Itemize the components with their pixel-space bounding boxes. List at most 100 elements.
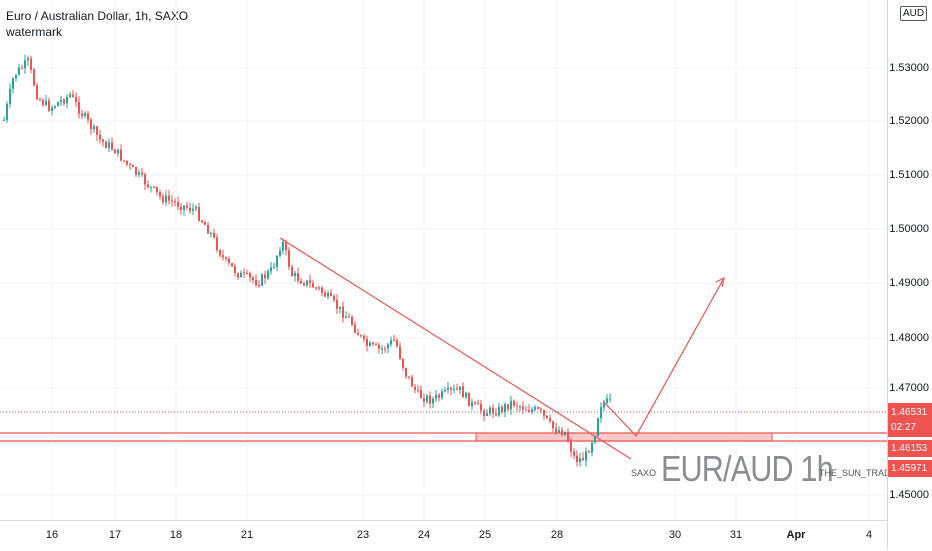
candle-body: [549, 418, 551, 422]
currency-badge[interactable]: AUD: [900, 6, 928, 21]
candle-body: [483, 410, 485, 416]
time-tick: 28: [550, 529, 564, 541]
candle-body: [225, 257, 227, 259]
candle-body: [228, 258, 230, 263]
price-tick: 1.45000: [889, 489, 929, 501]
candle-body: [120, 149, 122, 161]
candle-body: [264, 274, 266, 279]
candle-body: [507, 404, 509, 410]
candle-body: [603, 402, 605, 408]
candle-body: [186, 205, 188, 208]
candle-body: [165, 195, 167, 203]
indicator-label[interactable]: watermark: [6, 25, 63, 39]
candle-body: [195, 206, 197, 209]
candle-body: [156, 186, 158, 193]
candle-body: [552, 421, 554, 429]
price-chart[interactable]: [0, 0, 887, 520]
candle-body: [408, 376, 410, 378]
candle-body: [564, 431, 566, 436]
price-tag-upper: 1.46153: [888, 440, 932, 457]
candle-body: [609, 398, 611, 400]
candle-body: [99, 135, 101, 140]
candle-body: [291, 266, 293, 277]
candle-body: [255, 279, 257, 286]
candle-body: [258, 285, 260, 287]
candle-body: [207, 224, 209, 234]
candle-body: [129, 164, 131, 166]
candle-body: [297, 273, 299, 281]
candle-body: [318, 287, 320, 289]
candle-body: [66, 96, 68, 104]
candle-body: [327, 293, 329, 297]
candle-body: [492, 407, 494, 414]
price-axis[interactable]: 1.53000 1.52000 1.51000 1.50000 1.49000 …: [887, 0, 932, 550]
candle-body: [537, 407, 539, 409]
candle-body: [87, 113, 89, 120]
candle-body: [234, 266, 236, 274]
candle-body: [531, 409, 533, 412]
candle-body: [558, 430, 560, 433]
candle-body: [33, 69, 35, 86]
time-tick: 30: [668, 529, 682, 541]
candle-body: [342, 306, 344, 318]
candle-body: [471, 402, 473, 407]
candle-body: [384, 348, 386, 350]
candle-body: [606, 398, 608, 403]
candle-body: [114, 149, 116, 154]
candle-body: [555, 428, 557, 433]
candle-body: [189, 207, 191, 211]
candle-body: [354, 324, 356, 333]
candle-body: [585, 451, 587, 461]
candle-body: [42, 100, 44, 105]
candle-body: [135, 167, 137, 175]
candle-body: [12, 78, 14, 89]
candle-body: [27, 58, 29, 61]
candlestick-series: [3, 54, 611, 467]
candle-body: [51, 107, 53, 112]
candle-body: [501, 406, 503, 412]
candle-body: [393, 340, 395, 342]
candle-body: [546, 415, 548, 419]
candle-body: [21, 67, 23, 69]
candle-body: [426, 395, 428, 402]
candle-body: [369, 342, 371, 346]
projection-path[interactable]: [602, 277, 725, 438]
candle-body: [75, 96, 77, 102]
candle-body: [300, 280, 302, 284]
candle-body: [432, 398, 434, 404]
time-tick: 31: [729, 529, 743, 541]
candle-body: [573, 451, 575, 456]
candle-body: [240, 272, 242, 278]
candle-body: [69, 94, 71, 97]
candle-body: [36, 85, 38, 100]
candle-body: [15, 74, 17, 79]
candle-body: [105, 141, 107, 148]
candle-body: [132, 165, 134, 168]
trendline[interactable]: [279, 237, 632, 460]
candle-body: [333, 296, 335, 300]
candle-body: [102, 139, 104, 142]
candle-body: [387, 344, 389, 349]
candle-body: [54, 106, 56, 108]
candle-body: [237, 273, 239, 278]
candle-body: [78, 101, 80, 114]
price-tick: 1.53000: [889, 62, 929, 74]
candle-body: [600, 407, 602, 419]
candle-body: [465, 392, 467, 398]
candle-body: [567, 431, 569, 442]
time-tick: 25: [478, 529, 492, 541]
time-axis[interactable]: 16 17 18 21 23 24 25 28 30 31 Apr 4: [0, 520, 887, 551]
candle-body: [93, 126, 95, 130]
candle-body: [336, 299, 338, 309]
candle-body: [339, 306, 341, 309]
support-zone[interactable]: [475, 432, 773, 442]
watermark-main: EUR/AUD 1h: [661, 448, 834, 489]
candle-body: [417, 389, 419, 391]
candle-body: [243, 272, 245, 274]
candle-body: [252, 277, 254, 280]
time-tick: 16: [45, 529, 59, 541]
candle-body: [456, 388, 458, 390]
candle-body: [306, 280, 308, 286]
candle-body: [183, 205, 185, 210]
candle-body: [201, 220, 203, 223]
